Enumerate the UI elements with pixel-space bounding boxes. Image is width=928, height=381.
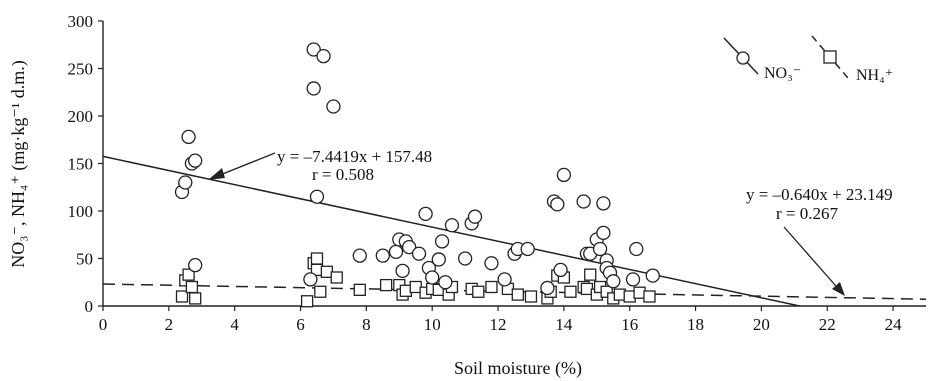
nh4-point	[600, 285, 613, 298]
nh4-point	[564, 285, 577, 298]
nh4-point	[310, 252, 324, 265]
no3-point	[411, 246, 427, 261]
no3-point	[303, 272, 318, 287]
x-tick-label: 0	[99, 315, 108, 334]
y-axis-title: NO₃⁻, NH₄⁺ (mg·kg⁻¹ d.m.)	[8, 60, 29, 267]
no3-point	[484, 256, 499, 271]
nh4-point	[185, 280, 199, 294]
no3-point	[188, 153, 203, 168]
y-tick-label: 0	[85, 297, 94, 316]
nh4-point	[472, 285, 485, 298]
no3-point	[457, 251, 473, 266]
y-tick-label: 150	[68, 155, 94, 174]
no3-point	[418, 206, 433, 222]
no3-point	[592, 241, 608, 257]
no3-point	[540, 280, 555, 296]
no3-point	[434, 234, 450, 249]
y-tick-label: 50	[76, 250, 93, 269]
x-tick-label: 14	[555, 315, 573, 334]
no3-point	[606, 274, 621, 289]
no3-point	[645, 268, 660, 283]
legend-no3-marker	[736, 51, 750, 65]
x-axis-title: Soil moisture (%)	[454, 358, 582, 379]
nh4-point	[175, 290, 189, 303]
x-tick-label: 20	[753, 315, 770, 334]
x-tick-label: 10	[424, 315, 441, 334]
nh4-point	[314, 285, 327, 298]
nh4-annotation-arrow	[783, 226, 844, 295]
nh4-point	[524, 290, 538, 303]
no3-point	[352, 248, 367, 263]
x-tick-label: 24	[885, 315, 903, 334]
no3-point	[188, 257, 203, 273]
nh4-point	[511, 288, 524, 301]
x-tick-label: 4	[230, 315, 239, 334]
nh4-point	[584, 268, 597, 281]
no3-r-label: r = 0.508	[312, 165, 374, 184]
no3-point	[625, 272, 641, 287]
y-tick-label: 100	[68, 202, 94, 221]
no3-point	[431, 252, 446, 267]
nh4-arrowhead	[832, 282, 845, 296]
x-axis-ticks: 0 2 4 6 8 10 12 14 16 18 20 22 24	[99, 306, 902, 334]
no3-point	[556, 167, 572, 183]
y-tick-label: 300	[68, 12, 94, 31]
no3-point	[375, 248, 390, 263]
no3-point	[550, 197, 565, 212]
y-tick-label: 200	[68, 107, 94, 126]
nh4-r-label: r = 0.267	[776, 204, 838, 223]
nh4-trendline	[102, 283, 927, 300]
x-tick-label: 8	[362, 315, 371, 334]
no3-equation-label: y = –7.4419x + 157.48	[277, 147, 432, 166]
no3-point	[425, 270, 440, 285]
nh4-point	[379, 278, 393, 292]
no3-point	[316, 49, 331, 64]
nh4-points	[175, 252, 656, 308]
no3-point	[178, 175, 193, 190]
nh4-point	[300, 295, 314, 308]
no3-point	[306, 81, 321, 96]
no3-point	[395, 263, 410, 279]
no3-point	[438, 275, 453, 290]
no3-point	[596, 225, 611, 241]
no3-point	[388, 244, 404, 260]
legend: NO₃⁻ NH₄⁺	[723, 35, 893, 84]
nh4-point	[643, 290, 656, 303]
x-tick-label: 22	[819, 315, 836, 334]
nh4-equation-label: y = –0.640x + 23.149	[746, 185, 893, 204]
x-tick-label: 18	[687, 315, 704, 334]
legend-nh4-marker	[823, 50, 837, 64]
no3-point	[520, 241, 535, 257]
nh4-point	[353, 283, 366, 297]
no3-points	[174, 42, 660, 296]
no3-point	[576, 194, 591, 209]
legend-nh4-label: NH₄⁺	[856, 67, 893, 84]
no3-point	[629, 241, 644, 257]
no3-point	[553, 262, 568, 278]
no3-point	[306, 42, 321, 57]
no3-point	[444, 218, 460, 233]
no3-point	[181, 129, 196, 145]
no3-arrowhead	[208, 168, 225, 180]
nh4-point	[182, 268, 195, 281]
y-tick-label: 250	[68, 60, 94, 79]
nh4-point	[330, 271, 343, 284]
x-tick-label: 2	[165, 315, 174, 334]
no3-point	[467, 209, 483, 224]
x-tick-label: 6	[296, 315, 305, 334]
x-tick-label: 16	[621, 315, 638, 334]
nh4-point	[189, 292, 202, 305]
no3-point	[402, 239, 417, 255]
y-axis-ticks: 0 50 100 150 200 250 300	[68, 12, 103, 316]
legend-no3-label: NO₃⁻	[764, 65, 801, 82]
no3-point	[497, 272, 512, 287]
no3-point	[596, 196, 611, 211]
no3-point	[309, 189, 325, 204]
nh4-point	[485, 280, 498, 294]
no3-point	[326, 99, 341, 114]
x-tick-label: 12	[490, 315, 507, 334]
